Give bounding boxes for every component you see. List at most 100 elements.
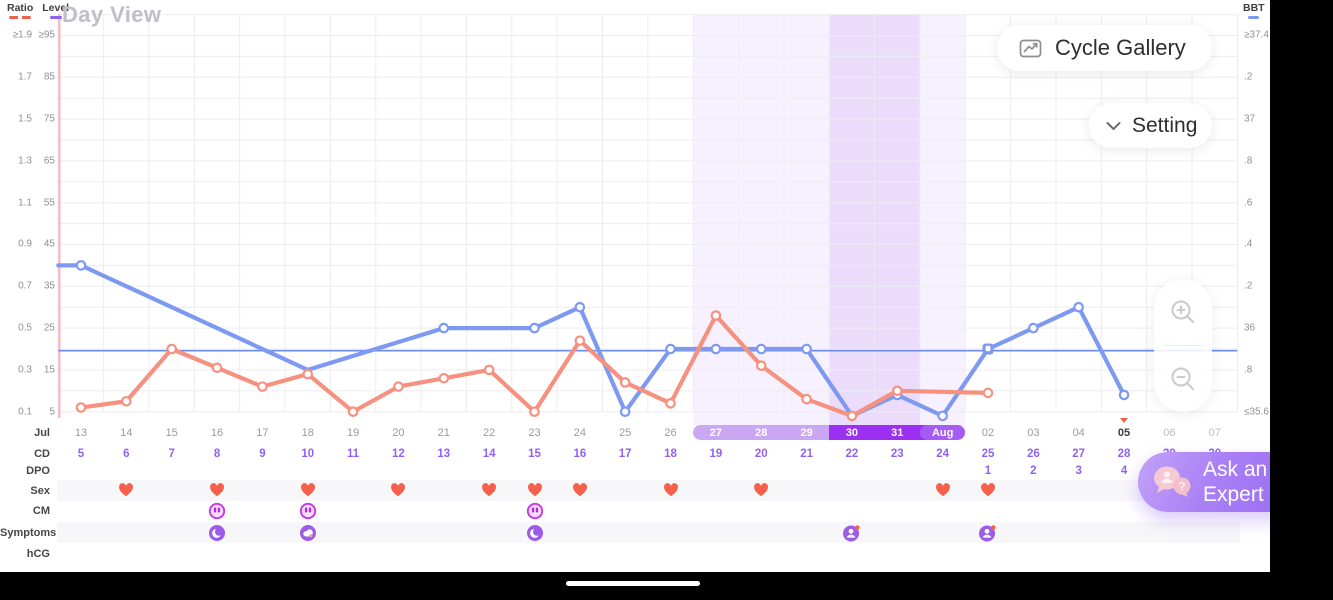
home-indicator[interactable]	[566, 581, 700, 586]
bbt-axis-tick: .6	[1244, 197, 1253, 208]
cd-value[interactable]: 10	[301, 448, 315, 460]
row-label-hcg: hCG	[26, 547, 50, 560]
moon-icon[interactable]	[209, 524, 226, 541]
cd-value[interactable]: 12	[392, 448, 405, 460]
date-label[interactable]: 05	[1117, 427, 1131, 439]
level-axis-tick: 35	[43, 280, 55, 292]
date-label[interactable]: 02	[981, 427, 995, 439]
date-label[interactable]: 15	[165, 427, 178, 439]
heart-icon[interactable]	[754, 483, 769, 497]
date-label[interactable]: 28	[755, 427, 768, 439]
level-axis-tick: 45	[43, 238, 55, 250]
date-label[interactable]: 07	[1208, 427, 1221, 439]
row-label-symptoms: Symptoms	[0, 526, 57, 539]
cd-value[interactable]: 21	[800, 448, 813, 460]
heart-icon[interactable]	[935, 483, 950, 497]
cd-value[interactable]: 27	[1072, 448, 1086, 460]
cd-value[interactable]: 5	[77, 448, 85, 460]
cd-value[interactable]: 23	[890, 448, 904, 460]
ratio-point-marker	[393, 381, 404, 392]
setting-button[interactable]: Setting	[1089, 103, 1212, 148]
date-label[interactable]: 17	[256, 427, 269, 439]
date-label[interactable]: 26	[664, 427, 677, 439]
heart-icon[interactable]	[482, 483, 497, 497]
svg-text:?: ?	[1178, 480, 1185, 494]
cd-value[interactable]: 22	[845, 448, 859, 460]
bbt-axis-tick: ≥37.4	[1244, 29, 1269, 41]
zoom-in-icon[interactable]	[1169, 298, 1197, 326]
date-label[interactable]: 23	[528, 427, 541, 439]
date-label[interactable]: 22	[483, 427, 496, 439]
cd-value[interactable]: 15	[528, 448, 541, 460]
date-label[interactable]: 04	[1072, 427, 1085, 439]
date-label[interactable]: 14	[120, 427, 133, 439]
bbt-point-marker	[937, 410, 948, 422]
cd-value[interactable]: 6	[123, 448, 130, 460]
date-label[interactable]: 30	[845, 427, 859, 439]
ratio-point-marker	[574, 335, 586, 346]
level-axis-tick: ≥95	[38, 29, 55, 41]
level-axis-tick: 55	[43, 197, 55, 208]
cd-value[interactable]: 7	[168, 448, 175, 460]
row-label-cm: CM	[32, 505, 50, 517]
heart-icon[interactable]	[527, 483, 542, 497]
ratio-point-marker	[665, 398, 676, 409]
zoom-out-icon[interactable]	[1169, 365, 1197, 393]
heart-icon[interactable]	[300, 483, 315, 497]
cd-value[interactable]: 26	[1026, 448, 1040, 460]
heart-icon[interactable]	[119, 483, 134, 497]
date-label[interactable]: 13	[74, 427, 88, 439]
cd-value[interactable]: 17	[618, 448, 632, 460]
date-label[interactable]: 19	[346, 427, 360, 439]
bbt-point-marker	[574, 301, 586, 313]
heart-icon[interactable]	[572, 483, 587, 497]
date-label[interactable]: 27	[709, 427, 723, 439]
heart-icon[interactable]	[391, 483, 406, 497]
cm-drops-icon[interactable]	[208, 502, 226, 520]
sex-row-stripe	[57, 480, 1240, 501]
bbt-point-marker	[1073, 301, 1084, 313]
date-label[interactable]: 25	[619, 427, 632, 439]
bbt-axis-tick: 37	[1244, 113, 1256, 125]
ratio-point-marker	[211, 362, 223, 374]
moon-icon[interactable]	[526, 524, 543, 541]
cd-value[interactable]: 28	[1117, 448, 1131, 460]
date-label[interactable]: Aug	[931, 427, 954, 439]
mood-person-icon[interactable]	[842, 524, 861, 542]
date-label[interactable]: 20	[392, 427, 405, 439]
cm-drops-icon[interactable]	[299, 502, 316, 520]
cycle-gallery-button[interactable]: Cycle Gallery	[997, 25, 1212, 71]
cd-value[interactable]: 11	[347, 448, 360, 460]
cd-value[interactable]: 20	[754, 448, 768, 460]
row-label-jul: Jul	[34, 427, 50, 439]
date-label[interactable]: 31	[891, 427, 904, 439]
heart-icon[interactable]	[210, 483, 225, 497]
cd-value[interactable]: 18	[664, 448, 677, 460]
ask-expert-button[interactable]: ? Ask an Expert	[1138, 452, 1270, 512]
bbt-point-marker	[1028, 322, 1039, 334]
cm-drops-icon[interactable]	[526, 502, 543, 520]
cd-value[interactable]: 19	[709, 448, 723, 460]
cd-value[interactable]: 25	[981, 448, 995, 460]
date-label[interactable]: 16	[210, 427, 224, 439]
date-label[interactable]: 18	[301, 427, 314, 439]
date-label[interactable]: 03	[1027, 427, 1040, 439]
ratio-point-marker	[302, 368, 314, 380]
heart-icon[interactable]	[663, 483, 678, 497]
heart-icon[interactable]	[981, 483, 996, 497]
row-label-dpo: DPO	[26, 464, 50, 477]
mood-person-icon[interactable]	[979, 524, 998, 542]
cloud-icon[interactable]	[299, 524, 316, 541]
ratio-legend-line-icon	[9, 16, 32, 19]
date-label[interactable]: 06	[1163, 427, 1176, 439]
cd-value[interactable]: 24	[936, 448, 950, 460]
cd-value[interactable]: 13	[437, 448, 451, 460]
cd-value[interactable]: 8	[213, 448, 221, 460]
bbt-axis-tick: .8	[1244, 364, 1253, 376]
date-label[interactable]: 24	[573, 427, 586, 439]
date-label[interactable]: 29	[800, 427, 813, 439]
date-label[interactable]: 21	[437, 427, 450, 439]
cd-value[interactable]: 9	[259, 448, 266, 460]
cd-value[interactable]: 16	[573, 448, 587, 460]
cd-value[interactable]: 14	[482, 448, 496, 460]
